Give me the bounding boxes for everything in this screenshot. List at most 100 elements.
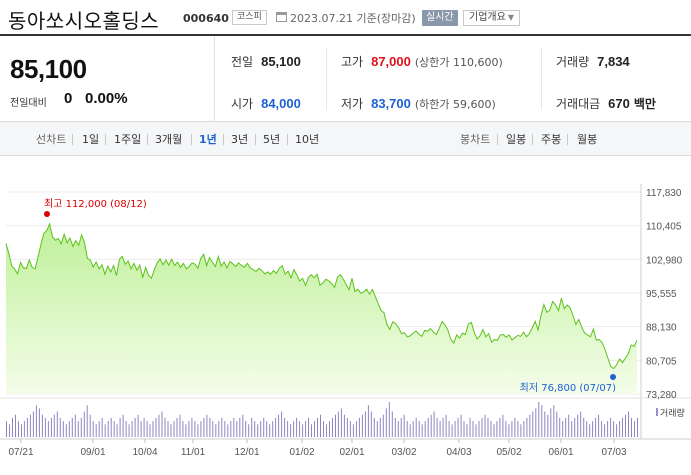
- volume-bar: [472, 421, 474, 437]
- tab-candle-weekly[interactable]: 주봉: [541, 133, 562, 146]
- volume-bar: [553, 405, 555, 437]
- volume-bar: [487, 417, 489, 437]
- volume-bar: [80, 417, 82, 437]
- volume-bar: [523, 421, 525, 437]
- volume-bar: [188, 421, 190, 437]
- high-label: 고가: [341, 55, 364, 69]
- company-overview-label: 기업개요: [469, 12, 506, 23]
- volume-bar: [556, 411, 558, 437]
- price-chart[interactable]: 117,830 110,405 102,980 95,555 88,130 80,705 7…: [0, 156, 691, 475]
- x-tick-label: 06/01: [548, 447, 573, 458]
- realtime-button[interactable]: 실시간: [422, 10, 458, 26]
- volume-bar: [59, 417, 61, 437]
- volume-bar: [290, 424, 292, 437]
- y-tick-label: 88,130: [646, 323, 677, 334]
- prev-close-label: 전일: [231, 55, 254, 69]
- volume-bar: [6, 421, 7, 437]
- tab-candle-daily[interactable]: 일봉: [506, 133, 527, 146]
- volume-bar: [287, 421, 289, 437]
- volume-bar: [167, 421, 169, 437]
- volume-bar: [140, 421, 142, 437]
- volume-bar: [26, 417, 28, 437]
- volume-bar: [583, 417, 585, 437]
- volume-bar: [562, 421, 564, 437]
- volume-bar: [110, 417, 112, 437]
- volume-bar: [230, 421, 232, 437]
- volume-bar: [544, 411, 546, 437]
- tab-period-3m[interactable]: 3개월: [155, 133, 183, 146]
- volume-bar: [119, 417, 121, 437]
- volume-bar: [550, 408, 552, 437]
- volume-bar: [463, 421, 465, 437]
- volume-bar: [326, 424, 327, 437]
- volume-bar: [284, 417, 286, 437]
- y-tick-label: 80,705: [646, 356, 677, 367]
- divider: [567, 134, 568, 145]
- divider: [105, 134, 106, 145]
- volume-bar: [541, 405, 543, 437]
- upper-limit: (상한가 110,600): [414, 56, 503, 69]
- calendar-icon: [276, 12, 287, 22]
- volume-bar: [314, 421, 315, 437]
- volume-bar: [559, 417, 561, 437]
- volume-bar: [478, 421, 480, 437]
- volume-bar: [631, 417, 632, 437]
- tab-candle-monthly[interactable]: 월봉: [577, 133, 598, 146]
- open-cell: 시가 84,000: [231, 95, 301, 112]
- volume-bar: [62, 421, 64, 437]
- volume-bar: [236, 421, 238, 437]
- volume-bar: [15, 414, 16, 437]
- company-overview-dropdown[interactable]: 기업개요 ▼: [463, 10, 520, 26]
- tab-period-3y[interactable]: 3년: [231, 133, 249, 146]
- volume-bar: [98, 421, 100, 437]
- volume-bar: [56, 411, 58, 437]
- tab-period-1d[interactable]: 1일: [82, 133, 100, 146]
- volume-bar: [457, 417, 459, 437]
- volume-bar: [436, 417, 438, 437]
- tab-period-1y[interactable]: 1년: [199, 133, 217, 146]
- tab-period-10y[interactable]: 10년: [295, 133, 320, 146]
- x-tick-label: 03/02: [391, 447, 416, 458]
- volume-bar: [179, 414, 181, 437]
- volume-bar: [158, 414, 160, 437]
- volume-bar: [586, 421, 588, 437]
- volume-bar: [281, 411, 283, 437]
- base-date: 2023.07.21 기준(장마감): [290, 12, 416, 25]
- volume-bar: [604, 424, 606, 437]
- tab-period-1w[interactable]: 1주일: [114, 133, 142, 146]
- volume-bar: [385, 408, 387, 437]
- volume-bar: [209, 417, 211, 437]
- volume-bar: [221, 417, 223, 437]
- volume-bar: [128, 424, 130, 437]
- volume-bar: [373, 417, 375, 437]
- volume-bar: [278, 414, 280, 437]
- price-chart-svg: 117,830 110,405 102,980 95,555 88,130 80,705 7…: [0, 184, 691, 458]
- volume-bar: [29, 414, 31, 437]
- volume-bar: [619, 421, 621, 437]
- volume-bar: [589, 424, 591, 437]
- volume-bar: [394, 417, 396, 437]
- change-label: 전일대비: [10, 98, 47, 109]
- volume-bar: [335, 414, 336, 437]
- y-tick-label: 102,980: [646, 255, 683, 266]
- x-tick-label: 05/02: [496, 447, 521, 458]
- volume-bar: [379, 417, 381, 437]
- volume-bar: [293, 421, 295, 437]
- volume-bar: [628, 411, 629, 437]
- volume-bar: [397, 421, 399, 437]
- current-price-box: 85,100 전일대비 0 0.00%: [0, 36, 215, 122]
- volume-bar: [95, 424, 97, 437]
- volume-bar: [445, 414, 447, 437]
- volume-bar: [200, 421, 202, 437]
- price-line: [5, 222, 638, 370]
- volume-bar: [481, 417, 483, 437]
- volume-bar: [610, 417, 612, 437]
- divider: [287, 134, 288, 145]
- tab-period-5y[interactable]: 5년: [263, 133, 281, 146]
- volume-bar: [634, 421, 635, 437]
- volume-bar: [92, 421, 94, 437]
- volume-bar: [107, 421, 109, 437]
- volume-bar: [535, 408, 537, 437]
- volume-bar: [355, 421, 357, 437]
- divider: [147, 134, 148, 145]
